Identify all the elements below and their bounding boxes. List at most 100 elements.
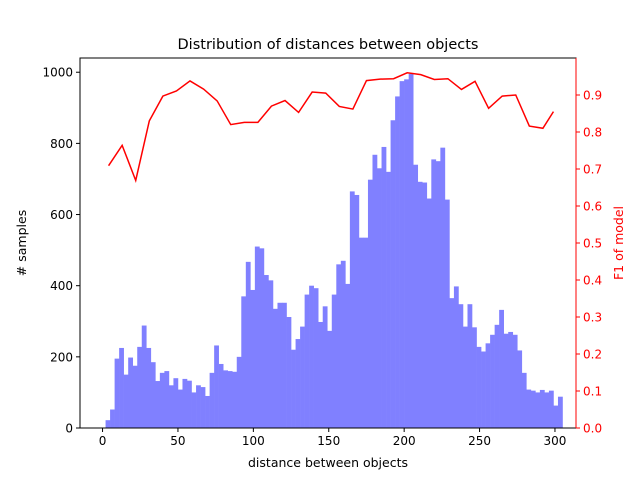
histogram-bar bbox=[313, 288, 319, 428]
y2-tick-label: 0.7 bbox=[583, 163, 602, 177]
histogram-bar bbox=[110, 409, 115, 428]
y2-tick-label: 0.6 bbox=[583, 200, 602, 214]
histogram-bar bbox=[291, 349, 296, 428]
histogram-bars bbox=[105, 74, 563, 429]
histogram-bar bbox=[304, 294, 310, 428]
histogram-bar bbox=[114, 358, 120, 428]
histogram-bar bbox=[177, 389, 183, 428]
histogram-bar bbox=[223, 370, 229, 428]
histogram-bar bbox=[440, 147, 446, 428]
histogram-bar bbox=[449, 298, 455, 428]
y2-tick-label: 0.1 bbox=[583, 385, 602, 399]
histogram-bar bbox=[476, 346, 482, 428]
histogram-bar bbox=[123, 374, 129, 428]
histogram-bar bbox=[426, 198, 432, 428]
histogram-bar bbox=[295, 339, 301, 428]
histogram-bar bbox=[404, 79, 409, 428]
y-tick-label: 1000 bbox=[42, 66, 73, 80]
histogram-bar bbox=[254, 246, 260, 428]
histogram-bar bbox=[182, 378, 188, 428]
y2-tick-label: 0.5 bbox=[583, 237, 602, 251]
histogram-bar bbox=[191, 392, 197, 428]
histogram-bar bbox=[205, 395, 210, 428]
histogram-bar bbox=[413, 164, 419, 428]
histogram-bar bbox=[168, 385, 174, 428]
y2-tick-label: 0.9 bbox=[583, 89, 602, 103]
histogram-bar bbox=[272, 308, 278, 428]
x-tick-label: 0 bbox=[99, 434, 107, 448]
histogram-bar bbox=[395, 96, 400, 428]
y-tick-label: 600 bbox=[50, 208, 73, 222]
histogram-bar bbox=[490, 334, 495, 428]
histogram-bar bbox=[517, 350, 523, 428]
histogram-bar bbox=[164, 371, 170, 428]
histogram-bar bbox=[300, 326, 305, 428]
histogram-bar bbox=[390, 120, 396, 428]
y2-axis-label: F1 of model bbox=[611, 206, 626, 280]
histogram-bar bbox=[458, 304, 464, 428]
y2-tick-label: 0.4 bbox=[583, 274, 602, 288]
histogram-bar bbox=[363, 237, 369, 428]
histogram-bar bbox=[259, 248, 265, 428]
histogram-bar bbox=[521, 372, 527, 428]
histogram-bar bbox=[232, 371, 238, 428]
y2-axis-ticks: 0.0 0.1 0.2 0.3 0.4 0.5 0.6 0.7 0.8 0.9 bbox=[576, 89, 602, 436]
histogram-bar bbox=[227, 371, 233, 428]
y-tick-label: 0 bbox=[65, 422, 73, 436]
histogram-bar bbox=[173, 378, 179, 428]
histogram-bar bbox=[512, 334, 518, 428]
histogram-bar bbox=[467, 304, 473, 428]
x-tick-label: 300 bbox=[544, 434, 567, 448]
histogram-bar bbox=[155, 381, 161, 428]
histogram-bar bbox=[245, 261, 251, 428]
x-axis-label: distance between objects bbox=[248, 455, 408, 470]
histogram-bar bbox=[309, 285, 314, 428]
histogram-bar bbox=[336, 264, 342, 428]
histogram-bar bbox=[327, 330, 333, 428]
histogram-bar bbox=[435, 161, 441, 428]
histogram-bar bbox=[526, 389, 532, 428]
histogram-bar bbox=[462, 326, 468, 428]
y-axis-ticks: 0 200 400 600 800 1000 bbox=[42, 66, 80, 436]
x-tick-label: 50 bbox=[170, 434, 185, 448]
histogram-bar bbox=[499, 309, 504, 428]
histogram-bar bbox=[548, 390, 554, 428]
histogram-bar bbox=[530, 390, 536, 428]
histogram-bar bbox=[277, 302, 283, 428]
histogram-bar bbox=[553, 405, 559, 428]
x-axis-ticks: 0 50 100 150 200 250 300 bbox=[99, 428, 567, 448]
histogram-bar bbox=[386, 171, 391, 428]
histogram-bar bbox=[128, 357, 134, 428]
histogram-bar bbox=[141, 325, 147, 428]
histogram-bar bbox=[354, 194, 360, 428]
histogram-bar bbox=[444, 199, 450, 428]
histogram-bar bbox=[146, 347, 152, 428]
y-tick-label: 200 bbox=[50, 350, 73, 364]
histogram-bar bbox=[408, 74, 414, 428]
histogram-bar bbox=[318, 321, 324, 428]
histogram-bar bbox=[372, 154, 378, 428]
histogram-bar bbox=[539, 389, 545, 428]
y-tick-label: 400 bbox=[50, 279, 73, 293]
x-tick-label: 150 bbox=[317, 434, 340, 448]
y-tick-label: 800 bbox=[50, 137, 73, 151]
histogram-bar bbox=[132, 365, 138, 428]
histogram-bar bbox=[150, 362, 156, 428]
histogram-bar bbox=[196, 385, 201, 428]
histogram-bar bbox=[349, 191, 355, 428]
histogram-bar bbox=[345, 283, 351, 428]
histogram-bar bbox=[508, 331, 514, 428]
histogram-bar bbox=[282, 302, 287, 428]
histogram-bar bbox=[367, 179, 373, 428]
histogram-bar bbox=[236, 356, 242, 428]
histogram-bar bbox=[214, 345, 219, 428]
chart-title: Distribution of distances between object… bbox=[178, 37, 479, 53]
histogram-bar bbox=[322, 306, 328, 428]
histogram-bar bbox=[472, 327, 477, 428]
histogram-bar bbox=[137, 346, 143, 428]
histogram-bar bbox=[381, 146, 387, 428]
histogram-bar bbox=[417, 181, 423, 428]
histogram-bar bbox=[159, 372, 165, 428]
histogram-bar bbox=[105, 420, 111, 428]
histogram-bar bbox=[422, 182, 428, 428]
